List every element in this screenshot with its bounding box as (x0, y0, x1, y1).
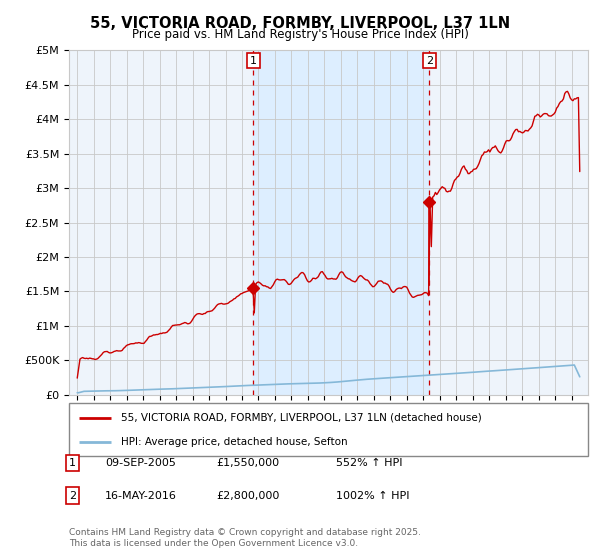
Text: 55, VICTORIA ROAD, FORMBY, LIVERPOOL, L37 1LN (detached house): 55, VICTORIA ROAD, FORMBY, LIVERPOOL, L3… (121, 413, 482, 423)
Text: £1,550,000: £1,550,000 (216, 458, 279, 468)
Text: 552% ↑ HPI: 552% ↑ HPI (336, 458, 403, 468)
Text: Price paid vs. HM Land Registry's House Price Index (HPI): Price paid vs. HM Land Registry's House … (131, 28, 469, 41)
Text: 1: 1 (69, 458, 76, 468)
Text: 2: 2 (69, 491, 76, 501)
Text: 16-MAY-2016: 16-MAY-2016 (105, 491, 177, 501)
Text: Contains HM Land Registry data © Crown copyright and database right 2025.
This d: Contains HM Land Registry data © Crown c… (69, 528, 421, 548)
Bar (253, 50, 430, 395)
Text: 1002% ↑ HPI: 1002% ↑ HPI (336, 491, 410, 501)
Text: HPI: Average price, detached house, Sefton: HPI: Average price, detached house, Seft… (121, 437, 347, 447)
Text: 2: 2 (426, 55, 433, 66)
Text: 55, VICTORIA ROAD, FORMBY, LIVERPOOL, L37 1LN: 55, VICTORIA ROAD, FORMBY, LIVERPOOL, L3… (90, 16, 510, 31)
Text: 09-SEP-2005: 09-SEP-2005 (105, 458, 176, 468)
Text: 1: 1 (250, 55, 257, 66)
Text: £2,800,000: £2,800,000 (216, 491, 280, 501)
